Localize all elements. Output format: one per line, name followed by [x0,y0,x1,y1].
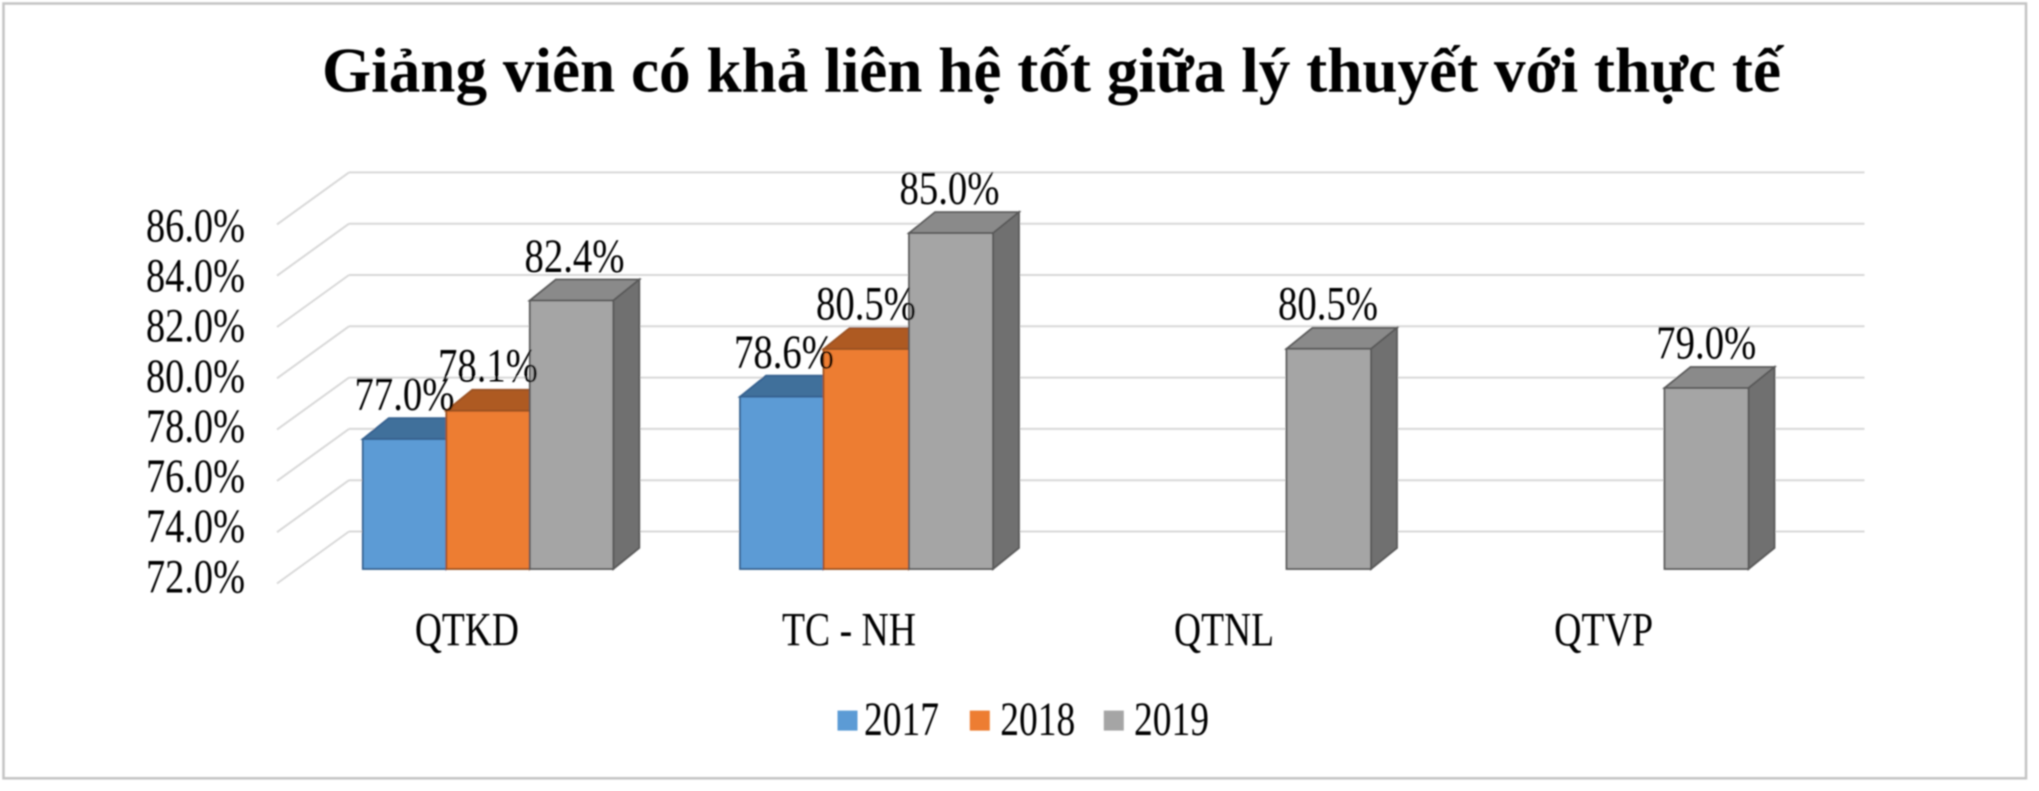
svg-text:2019: 2019 [1134,693,1209,746]
svg-text:86.0%: 86.0% [146,200,245,253]
svg-text:84.0%: 84.0% [146,250,245,303]
svg-text:78.6%: 78.6% [734,326,834,379]
svg-text:85.0%: 85.0% [900,162,1000,215]
svg-text:QTNL: QTNL [1174,604,1274,657]
svg-text:80.0%: 80.0% [146,350,245,403]
svg-text:80.5%: 80.5% [1278,278,1378,331]
svg-text:TC - NH: TC - NH [782,604,916,657]
svg-text:82.4%: 82.4% [525,230,625,283]
svg-text:77.0%: 77.0% [355,368,455,421]
svg-text:82.0%: 82.0% [146,300,245,353]
svg-text:Giảng viên có khả liên hệ tốt: Giảng viên có khả liên hệ tốt giữa lý th… [322,35,1785,106]
svg-text:2018: 2018 [1000,693,1075,746]
svg-text:QTKD: QTKD [415,604,519,657]
svg-text:79.0%: 79.0% [1656,316,1756,369]
svg-text:80.5%: 80.5% [816,278,916,331]
svg-text:78.0%: 78.0% [146,400,245,453]
svg-text:72.0%: 72.0% [146,550,245,603]
svg-text:2017: 2017 [864,693,939,746]
svg-text:78.1%: 78.1% [438,339,538,392]
svg-text:74.0%: 74.0% [146,500,245,553]
svg-text:QTVP: QTVP [1554,604,1653,657]
svg-text:76.0%: 76.0% [146,450,245,503]
